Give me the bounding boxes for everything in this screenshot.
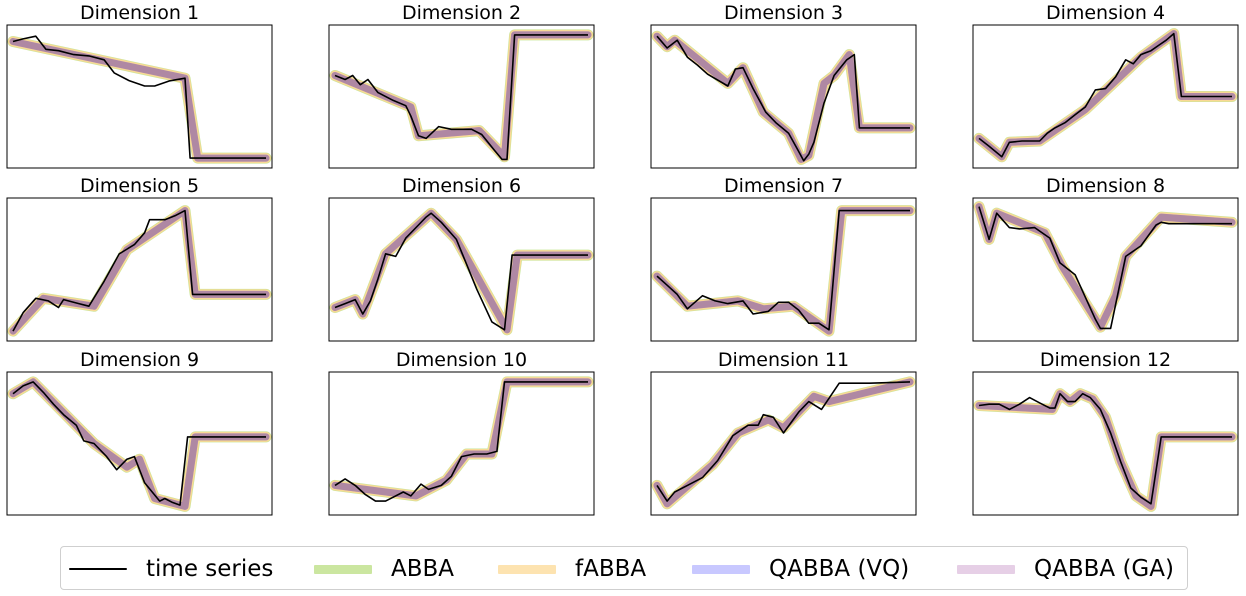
fabba-line (8, 205, 271, 337)
qabba-ga-line (653, 378, 914, 508)
abba-line (651, 205, 916, 337)
time-series-line (656, 209, 910, 331)
panel-frame (972, 197, 1239, 342)
legend-label-qabba-ga: QABBA (GA) (1034, 556, 1174, 582)
panel-frame (328, 24, 595, 169)
panel-frame (650, 197, 917, 342)
panel-frame (6, 197, 273, 342)
panel-title: Dimension 2 (402, 2, 521, 24)
panel-frame (6, 371, 273, 516)
abba-line (329, 207, 594, 336)
panel-2: Dimension 2 (328, 2, 595, 169)
legend-label-fabba: fABBA (575, 556, 647, 582)
panel-frame (972, 371, 1239, 516)
panel-9: Dimension 9 (6, 349, 273, 516)
time-series-line (978, 206, 1232, 330)
panel-title: Dimension 8 (1046, 175, 1165, 197)
panel-title: Dimension 5 (80, 175, 199, 197)
time-series-line (978, 32, 1232, 158)
panel-1: Dimension 1 (6, 2, 273, 169)
fabba-line (652, 205, 915, 337)
time-series-line (656, 381, 911, 502)
panel-3: Dimension 3 (650, 2, 917, 169)
abba-line (7, 205, 272, 337)
qabba-vq-line (331, 378, 592, 500)
panel-8: Dimension 8 (972, 175, 1239, 342)
legend-label-time-series: time series (146, 556, 274, 582)
qabba-vq-line (9, 38, 270, 162)
legend-item-fabba: fABBA (498, 547, 646, 591)
panel-6: Dimension 6 (328, 175, 595, 342)
panel-11: Dimension 11 (650, 349, 917, 516)
legend-swatch-fabba (498, 564, 556, 574)
panel-10: Dimension 10 (328, 349, 595, 516)
panel-frame (972, 24, 1239, 169)
panel-frame (328, 371, 595, 516)
fabba-line (652, 376, 915, 509)
qabba-vq-line (653, 207, 914, 335)
panel-4: Dimension 4 (972, 2, 1239, 169)
legend-item-qabba-ga: QABBA (GA) (957, 547, 1174, 591)
panel-frame (650, 24, 917, 169)
panel-title: Dimension 3 (724, 2, 843, 24)
qabba-ga-line (9, 207, 270, 335)
time-series-line (12, 209, 266, 332)
panel-title: Dimension 4 (1046, 2, 1165, 24)
qabba-ga-line (331, 378, 592, 500)
legend-item-qabba-vq: QABBA (VQ) (692, 547, 909, 591)
abba-line (329, 376, 594, 502)
time-series-line (12, 381, 266, 506)
fabba-line (8, 36, 271, 164)
panel-title: Dimension 10 (396, 349, 527, 371)
panel-title: Dimension 7 (724, 175, 843, 197)
qabba-ga-line (653, 207, 914, 335)
panel-7: Dimension 7 (650, 175, 917, 342)
qabba-ga-line (9, 378, 270, 510)
panel-5: Dimension 5 (6, 175, 273, 342)
panel-frame (328, 197, 595, 342)
panel-title: Dimension 9 (80, 349, 199, 371)
qabba-vq-line (331, 209, 592, 334)
qabba-vq-line (9, 207, 270, 335)
fabba-line (330, 376, 593, 501)
panel-frame (6, 24, 273, 169)
panel-title: Dimension 12 (1040, 349, 1171, 371)
qabba-ga-line (9, 38, 270, 162)
time-series-line (334, 212, 588, 331)
time-series-line (656, 35, 910, 162)
fabba-line (330, 208, 593, 335)
legend-swatch-abba (314, 564, 372, 574)
fabba-line (330, 29, 593, 162)
legend-label-qabba-vq: QABBA (VQ) (769, 556, 910, 582)
qabba-ga-line (653, 32, 914, 163)
panel-12: Dimension 12 (972, 349, 1239, 516)
panel-title: Dimension 6 (402, 175, 521, 197)
legend-swatch-time-series (69, 567, 127, 571)
abba-line (7, 36, 272, 164)
time-series-line (334, 381, 588, 502)
panel-title: Dimension 11 (718, 349, 849, 371)
panel-frame (650, 371, 917, 516)
legend-label-abba: ABBA (391, 556, 455, 582)
time-series-line (978, 392, 1232, 505)
legend-swatch-qabba-ga (957, 564, 1015, 574)
panel-title: Dimension 1 (80, 2, 199, 24)
time-series-line (12, 35, 266, 159)
legend-item-abba: ABBA (314, 547, 454, 591)
qabba-ga-line (331, 209, 592, 334)
legend-item-time-series: time series (69, 547, 273, 591)
legend: time series ABBA fABBA QABBA (VQ) QABBA … (60, 546, 1188, 590)
time-series-line (334, 34, 588, 161)
legend-swatch-qabba-vq (692, 564, 750, 574)
